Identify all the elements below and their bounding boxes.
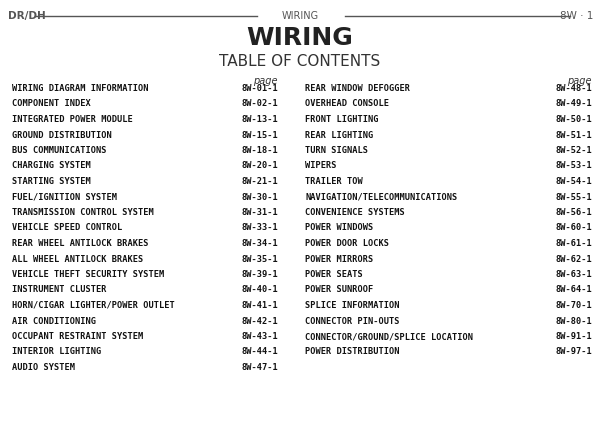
Text: FUEL/IGNITION SYSTEM: FUEL/IGNITION SYSTEM xyxy=(12,193,117,201)
Text: 8W-50-1: 8W-50-1 xyxy=(555,115,592,124)
Text: 8W · 1: 8W · 1 xyxy=(560,11,593,21)
Text: 8W-61-1: 8W-61-1 xyxy=(555,239,592,248)
Text: STARTING SYSTEM: STARTING SYSTEM xyxy=(12,177,91,186)
Text: REAR WINDOW DEFOGGER: REAR WINDOW DEFOGGER xyxy=(305,84,410,93)
Text: TURN SIGNALS: TURN SIGNALS xyxy=(305,146,368,155)
Text: CONNECTOR PIN-OUTS: CONNECTOR PIN-OUTS xyxy=(305,317,400,325)
Text: CONNECTOR/GROUND/SPLICE LOCATION: CONNECTOR/GROUND/SPLICE LOCATION xyxy=(305,332,473,341)
Text: 8W-34-1: 8W-34-1 xyxy=(241,239,278,248)
Text: 8W-31-1: 8W-31-1 xyxy=(241,208,278,217)
Text: 8W-42-1: 8W-42-1 xyxy=(241,317,278,325)
Text: POWER WINDOWS: POWER WINDOWS xyxy=(305,224,373,233)
Text: 8W-53-1: 8W-53-1 xyxy=(555,161,592,170)
Text: 8W-55-1: 8W-55-1 xyxy=(555,193,592,201)
Text: POWER SEATS: POWER SEATS xyxy=(305,270,363,279)
Text: GROUND DISTRIBUTION: GROUND DISTRIBUTION xyxy=(12,130,112,139)
Text: TRAILER TOW: TRAILER TOW xyxy=(305,177,363,186)
Text: 8W-01-1: 8W-01-1 xyxy=(241,84,278,93)
Text: 8W-47-1: 8W-47-1 xyxy=(241,363,278,372)
Text: 8W-43-1: 8W-43-1 xyxy=(241,332,278,341)
Text: POWER SUNROOF: POWER SUNROOF xyxy=(305,285,373,294)
Text: OCCUPANT RESTRAINT SYSTEM: OCCUPANT RESTRAINT SYSTEM xyxy=(12,332,143,341)
Text: CHARGING SYSTEM: CHARGING SYSTEM xyxy=(12,161,91,170)
Text: 8W-80-1: 8W-80-1 xyxy=(555,317,592,325)
Text: 8W-41-1: 8W-41-1 xyxy=(241,301,278,310)
Text: INTEGRATED POWER MODULE: INTEGRATED POWER MODULE xyxy=(12,115,133,124)
Text: 8W-60-1: 8W-60-1 xyxy=(555,224,592,233)
Text: 8W-44-1: 8W-44-1 xyxy=(241,348,278,357)
Text: POWER DOOR LOCKS: POWER DOOR LOCKS xyxy=(305,239,389,248)
Text: 8W-30-1: 8W-30-1 xyxy=(241,193,278,201)
Text: WIRING: WIRING xyxy=(247,26,353,50)
Text: 8W-20-1: 8W-20-1 xyxy=(241,161,278,170)
Text: 8W-51-1: 8W-51-1 xyxy=(555,130,592,139)
Text: page: page xyxy=(568,76,592,86)
Text: NAVIGATION/TELECOMMUNICATIONS: NAVIGATION/TELECOMMUNICATIONS xyxy=(305,193,457,201)
Text: 8W-40-1: 8W-40-1 xyxy=(241,285,278,294)
Text: 8W-35-1: 8W-35-1 xyxy=(241,254,278,264)
Text: INSTRUMENT CLUSTER: INSTRUMENT CLUSTER xyxy=(12,285,107,294)
Text: 8W-21-1: 8W-21-1 xyxy=(241,177,278,186)
Text: 8W-02-1: 8W-02-1 xyxy=(241,100,278,109)
Text: 8W-13-1: 8W-13-1 xyxy=(241,115,278,124)
Text: 8W-49-1: 8W-49-1 xyxy=(555,100,592,109)
Text: REAR LIGHTING: REAR LIGHTING xyxy=(305,130,373,139)
Text: TRANSMISSION CONTROL SYSTEM: TRANSMISSION CONTROL SYSTEM xyxy=(12,208,154,217)
Text: REAR WHEEL ANTILOCK BRAKES: REAR WHEEL ANTILOCK BRAKES xyxy=(12,239,149,248)
Text: 8W-33-1: 8W-33-1 xyxy=(241,224,278,233)
Text: COMPONENT INDEX: COMPONENT INDEX xyxy=(12,100,91,109)
Text: 8W-62-1: 8W-62-1 xyxy=(555,254,592,264)
Text: OVERHEAD CONSOLE: OVERHEAD CONSOLE xyxy=(305,100,389,109)
Text: 8W-56-1: 8W-56-1 xyxy=(555,208,592,217)
Text: 8W-39-1: 8W-39-1 xyxy=(241,270,278,279)
Text: TABLE OF CONTENTS: TABLE OF CONTENTS xyxy=(220,54,380,69)
Text: FRONT LIGHTING: FRONT LIGHTING xyxy=(305,115,379,124)
Text: 8W-97-1: 8W-97-1 xyxy=(555,348,592,357)
Text: DR/DH: DR/DH xyxy=(8,11,46,21)
Text: WIRING: WIRING xyxy=(281,11,319,21)
Text: POWER MIRRORS: POWER MIRRORS xyxy=(305,254,373,264)
Text: VEHICLE SPEED CONTROL: VEHICLE SPEED CONTROL xyxy=(12,224,122,233)
Text: 8W-48-1: 8W-48-1 xyxy=(555,84,592,93)
Text: 8W-91-1: 8W-91-1 xyxy=(555,332,592,341)
Text: 8W-52-1: 8W-52-1 xyxy=(555,146,592,155)
Text: 8W-63-1: 8W-63-1 xyxy=(555,270,592,279)
Text: HORN/CIGAR LIGHTER/POWER OUTLET: HORN/CIGAR LIGHTER/POWER OUTLET xyxy=(12,301,175,310)
Text: CONVENIENCE SYSTEMS: CONVENIENCE SYSTEMS xyxy=(305,208,405,217)
Text: AIR CONDITIONING: AIR CONDITIONING xyxy=(12,317,96,325)
Text: 8W-70-1: 8W-70-1 xyxy=(555,301,592,310)
Text: BUS COMMUNICATIONS: BUS COMMUNICATIONS xyxy=(12,146,107,155)
Text: 8W-54-1: 8W-54-1 xyxy=(555,177,592,186)
Text: 8W-15-1: 8W-15-1 xyxy=(241,130,278,139)
Text: WIRING DIAGRAM INFORMATION: WIRING DIAGRAM INFORMATION xyxy=(12,84,149,93)
Text: INTERIOR LIGHTING: INTERIOR LIGHTING xyxy=(12,348,101,357)
Text: 8W-64-1: 8W-64-1 xyxy=(555,285,592,294)
Text: page: page xyxy=(254,76,278,86)
Text: SPLICE INFORMATION: SPLICE INFORMATION xyxy=(305,301,400,310)
Text: POWER DISTRIBUTION: POWER DISTRIBUTION xyxy=(305,348,400,357)
Text: VEHICLE THEFT SECURITY SYSTEM: VEHICLE THEFT SECURITY SYSTEM xyxy=(12,270,164,279)
Text: AUDIO SYSTEM: AUDIO SYSTEM xyxy=(12,363,75,372)
Text: WIPERS: WIPERS xyxy=(305,161,337,170)
Text: 8W-18-1: 8W-18-1 xyxy=(241,146,278,155)
Text: ALL WHEEL ANTILOCK BRAKES: ALL WHEEL ANTILOCK BRAKES xyxy=(12,254,143,264)
